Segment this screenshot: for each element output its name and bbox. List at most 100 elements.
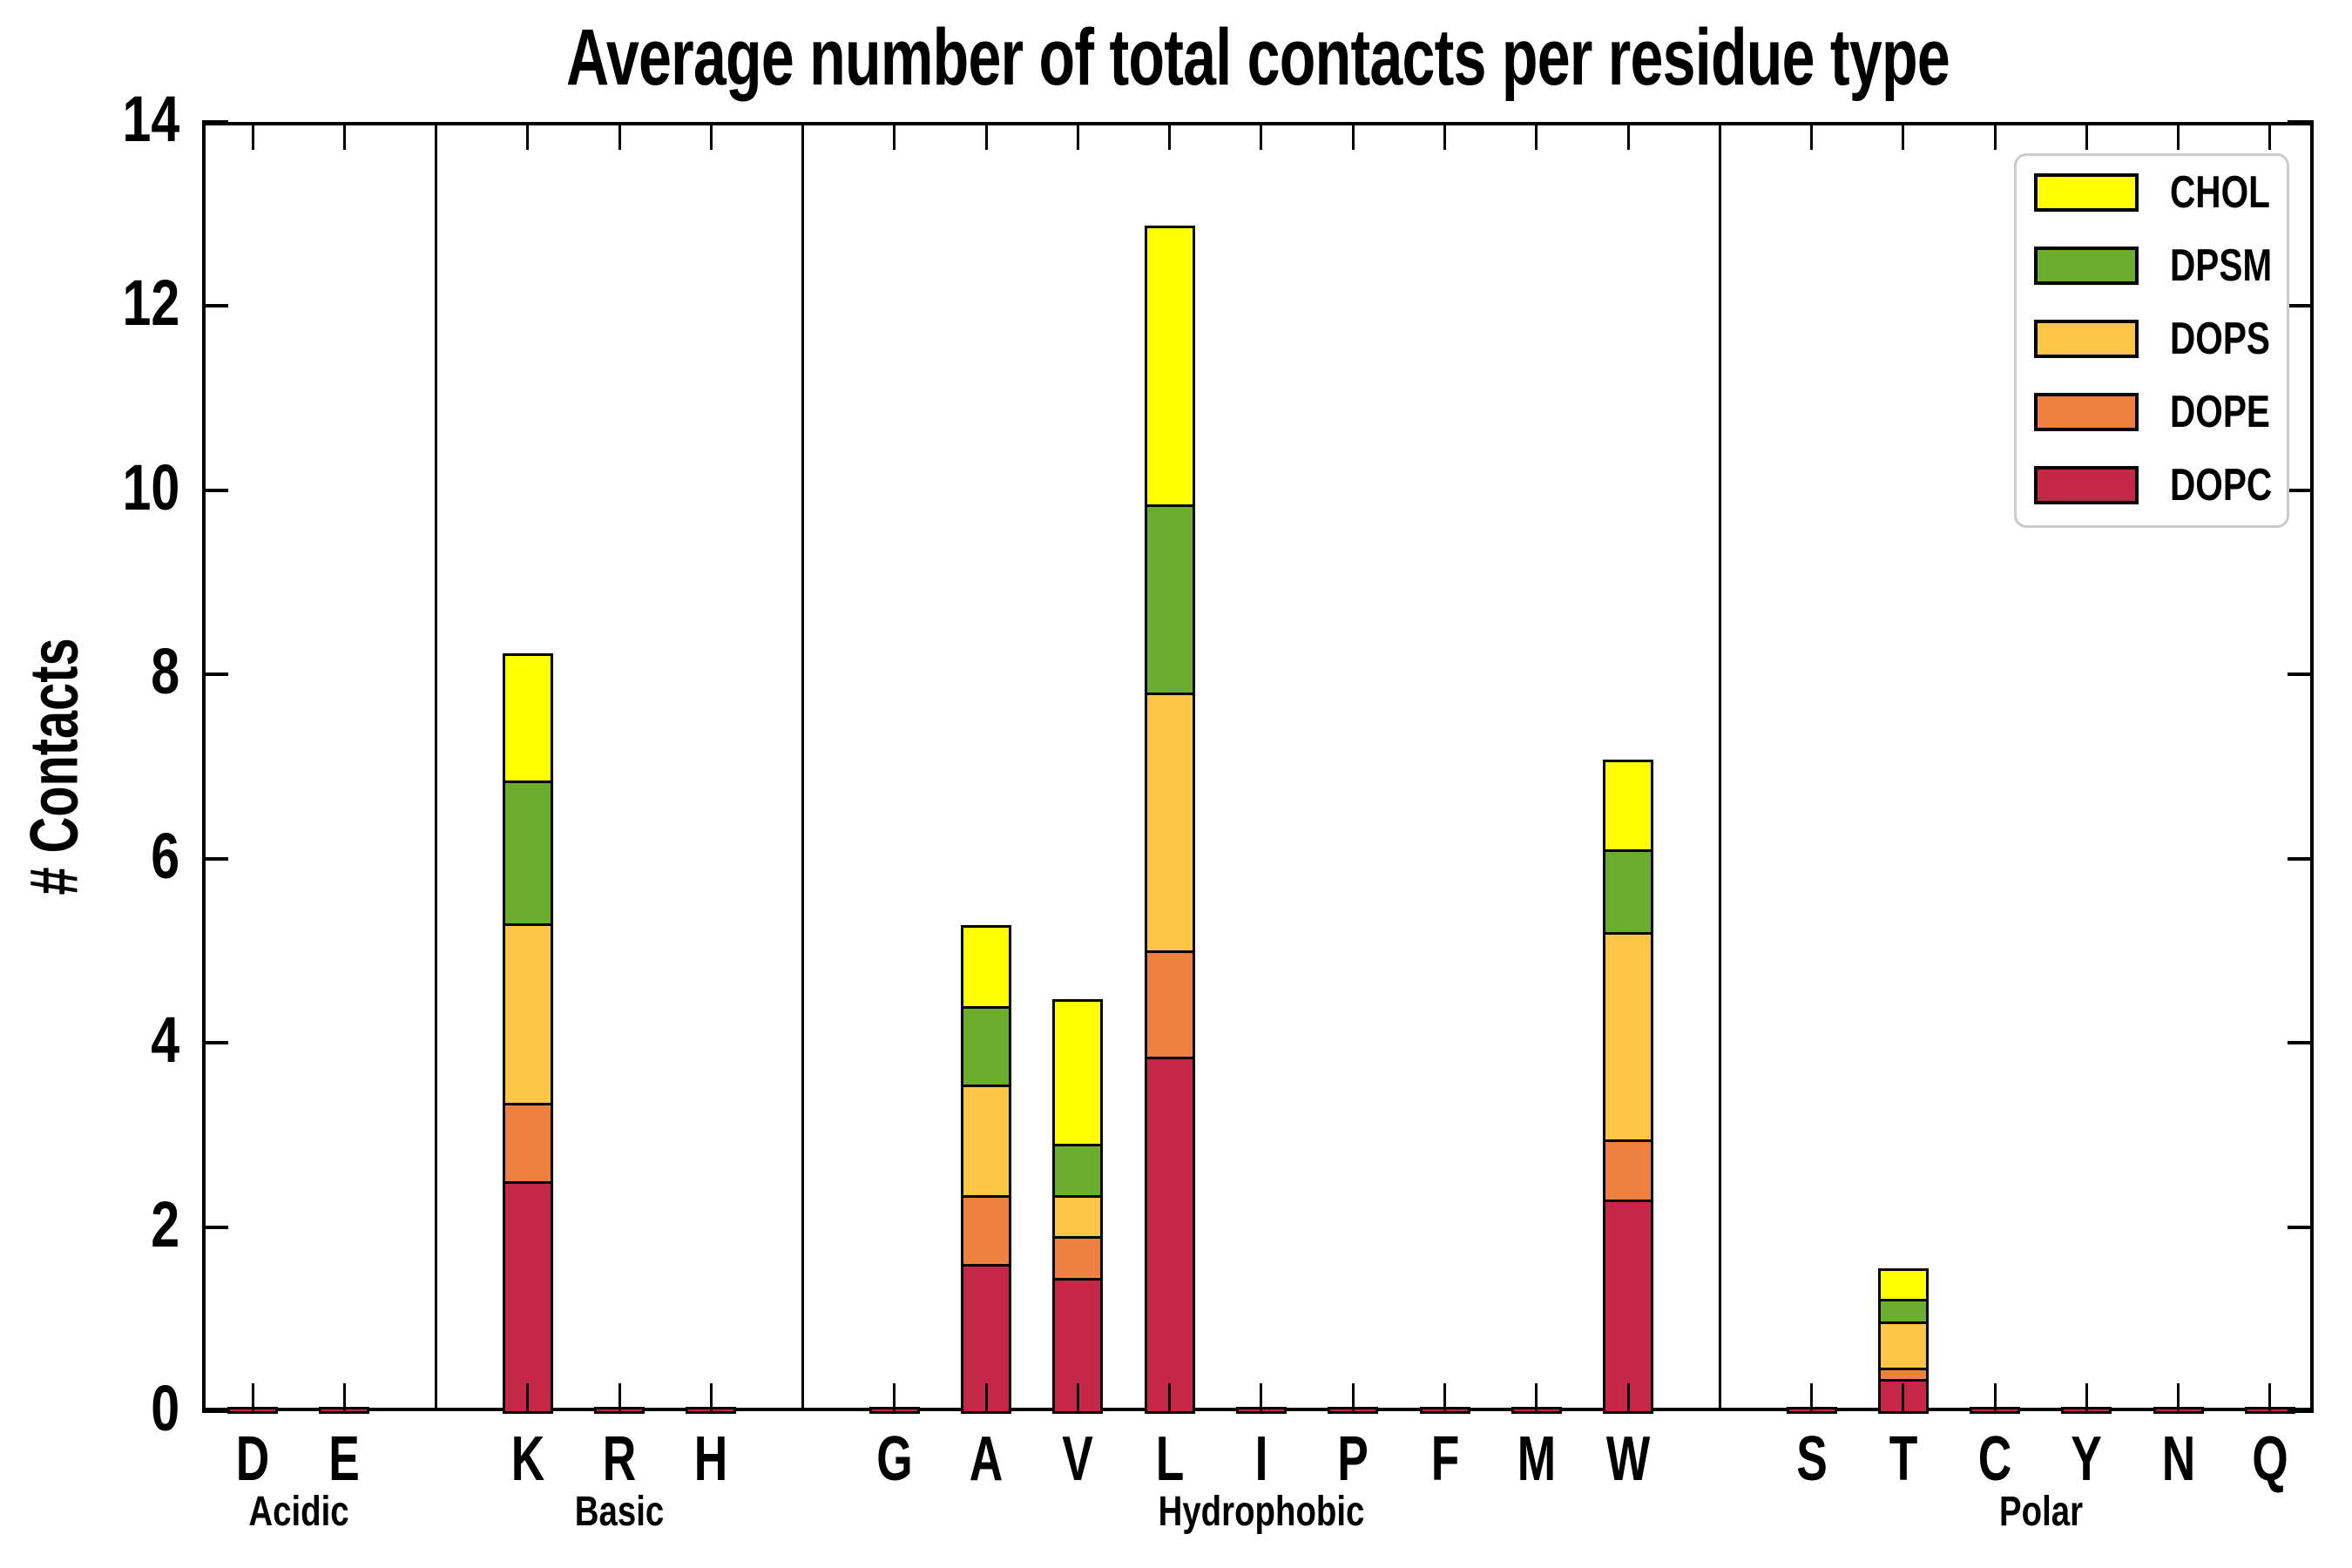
legend-swatch-DOPC	[2034, 466, 2139, 504]
x-tick-bottom-S	[1810, 1383, 1814, 1411]
x-tick-top-Y	[2085, 122, 2088, 150]
x-tick-top-Q	[2268, 122, 2272, 150]
x-tick-bottom-D	[251, 1383, 254, 1411]
y-tick-label-14: 14	[122, 83, 179, 156]
x-tick-top-P	[1351, 122, 1355, 150]
x-tick-label-D: D	[235, 1424, 270, 1494]
x-tick-top-F	[1443, 122, 1446, 150]
x-tick-label-N: N	[2161, 1424, 2195, 1494]
bar-segment-V-CHOL	[1052, 998, 1104, 1147]
x-tick-label-W: W	[1605, 1424, 1651, 1494]
group-separator-line	[435, 122, 438, 1411]
x-tick-bottom-A	[984, 1383, 988, 1411]
legend-label-DPSM: DPSM	[2170, 240, 2273, 291]
x-tick-bottom-T	[1902, 1383, 1905, 1411]
bar-segment-W-DPSM	[1603, 847, 1654, 936]
x-tick-label-E: E	[328, 1424, 361, 1494]
x-tick-label-G: G	[876, 1424, 913, 1494]
group-label-basic: Basic	[574, 1489, 665, 1535]
y-tick-label-6: 6	[151, 819, 179, 892]
x-tick-label-F: F	[1430, 1424, 1459, 1494]
y-tick-right-12	[2288, 304, 2314, 308]
y-tick-left-2	[202, 1225, 228, 1229]
group-label-polar: Polar	[1998, 1489, 2083, 1535]
x-tick-label-I: I	[1254, 1424, 1268, 1494]
bar-segment-T-DOPS	[1877, 1319, 1929, 1371]
x-tick-bottom-H	[709, 1383, 713, 1411]
x-tick-label-C: C	[1977, 1424, 2012, 1494]
bar-segment-L-DOPS	[1144, 690, 1195, 954]
x-tick-label-T: T	[1889, 1424, 1918, 1494]
bar-segment-K-CHOL	[502, 653, 553, 783]
x-tick-top-E	[342, 122, 346, 150]
x-tick-bottom-Q	[2268, 1383, 2272, 1411]
y-tick-right-4	[2288, 1041, 2314, 1045]
legend-label-DOPC: DOPC	[2170, 460, 2273, 510]
x-tick-label-Y: Y	[2071, 1424, 2103, 1494]
legend-swatch-DPSM	[2034, 247, 2139, 285]
bar-segment-L-CHOL	[1144, 225, 1195, 507]
y-tick-label-8: 8	[151, 635, 179, 708]
x-tick-label-V: V	[1062, 1424, 1094, 1494]
y-tick-label-2: 2	[151, 1187, 179, 1260]
bar-segment-K-DOPE	[502, 1099, 553, 1184]
bar-segment-L-DOPC	[1144, 1054, 1195, 1414]
y-tick-left-12	[202, 304, 228, 308]
x-tick-top-H	[709, 122, 713, 150]
group-separator-line	[1718, 122, 1721, 1411]
x-tick-top-I	[1260, 122, 1263, 150]
y-tick-right-2	[2288, 1225, 2314, 1229]
x-tick-bottom-P	[1351, 1383, 1355, 1411]
x-tick-bottom-Y	[2085, 1383, 2088, 1411]
bar-segment-A-DOPS	[961, 1081, 1012, 1198]
chart-title: Average number of total contacts per res…	[566, 13, 1950, 102]
legend-label-DOPE: DOPE	[2170, 387, 2270, 437]
y-tick-right-0	[2288, 1409, 2314, 1413]
group-separator-line	[801, 122, 805, 1411]
x-tick-top-M	[1535, 122, 1538, 150]
legend-swatch-CHOL	[2034, 173, 2139, 212]
group-label-hydrophobic: Hydrophobic	[1158, 1489, 1365, 1535]
bar-segment-T-CHOL	[1877, 1268, 1929, 1302]
x-tick-bottom-M	[1535, 1383, 1538, 1411]
legend-swatch-DOPE	[2034, 393, 2139, 431]
legend-entry-CHOL: CHOL	[2017, 167, 2287, 218]
bar-segment-A-DOPE	[961, 1192, 1012, 1267]
group-label-acidic: Acidic	[247, 1489, 349, 1535]
x-tick-label-A: A	[969, 1424, 1004, 1494]
x-tick-top-W	[1626, 122, 1630, 150]
bar-segment-W-DOPS	[1603, 929, 1654, 1143]
plot-frame	[202, 122, 2314, 1411]
x-tick-top-D	[251, 122, 254, 150]
y-tick-right-14	[2288, 120, 2314, 124]
x-tick-bottom-N	[2177, 1383, 2180, 1411]
bar-segment-V-DOPS	[1052, 1192, 1104, 1240]
bar-segment-K-DPSM	[502, 777, 553, 926]
x-tick-label-L: L	[1155, 1424, 1184, 1494]
x-tick-top-N	[2177, 122, 2180, 150]
legend-entry-DOPE: DOPE	[2017, 387, 2287, 437]
bar-segment-W-DOPE	[1603, 1137, 1654, 1202]
y-tick-left-14	[202, 120, 228, 124]
x-tick-top-L	[1168, 122, 1172, 150]
y-tick-label-12: 12	[122, 267, 179, 340]
x-tick-bottom-G	[893, 1383, 896, 1411]
x-tick-label-S: S	[1795, 1424, 1828, 1494]
legend-swatch-DOPS	[2034, 320, 2139, 358]
bar-segment-V-DPSM	[1052, 1141, 1104, 1198]
bar-segment-A-DPSM	[961, 1003, 1012, 1087]
y-tick-right-10	[2288, 488, 2314, 492]
x-tick-top-S	[1810, 122, 1814, 150]
x-tick-bottom-C	[1993, 1383, 1997, 1411]
bar-segment-L-DPSM	[1144, 501, 1195, 696]
legend-entry-DOPC: DOPC	[2017, 460, 2287, 510]
y-tick-left-10	[202, 488, 228, 492]
x-tick-label-M: M	[1517, 1424, 1556, 1494]
bar-segment-W-DOPC	[1603, 1196, 1654, 1414]
plot-area	[202, 120, 2314, 1414]
y-tick-label-10: 10	[122, 450, 179, 524]
x-tick-bottom-E	[342, 1383, 346, 1411]
y-tick-label-4: 4	[151, 1004, 179, 1077]
x-tick-top-A	[984, 122, 988, 150]
x-tick-label-R: R	[602, 1424, 637, 1494]
